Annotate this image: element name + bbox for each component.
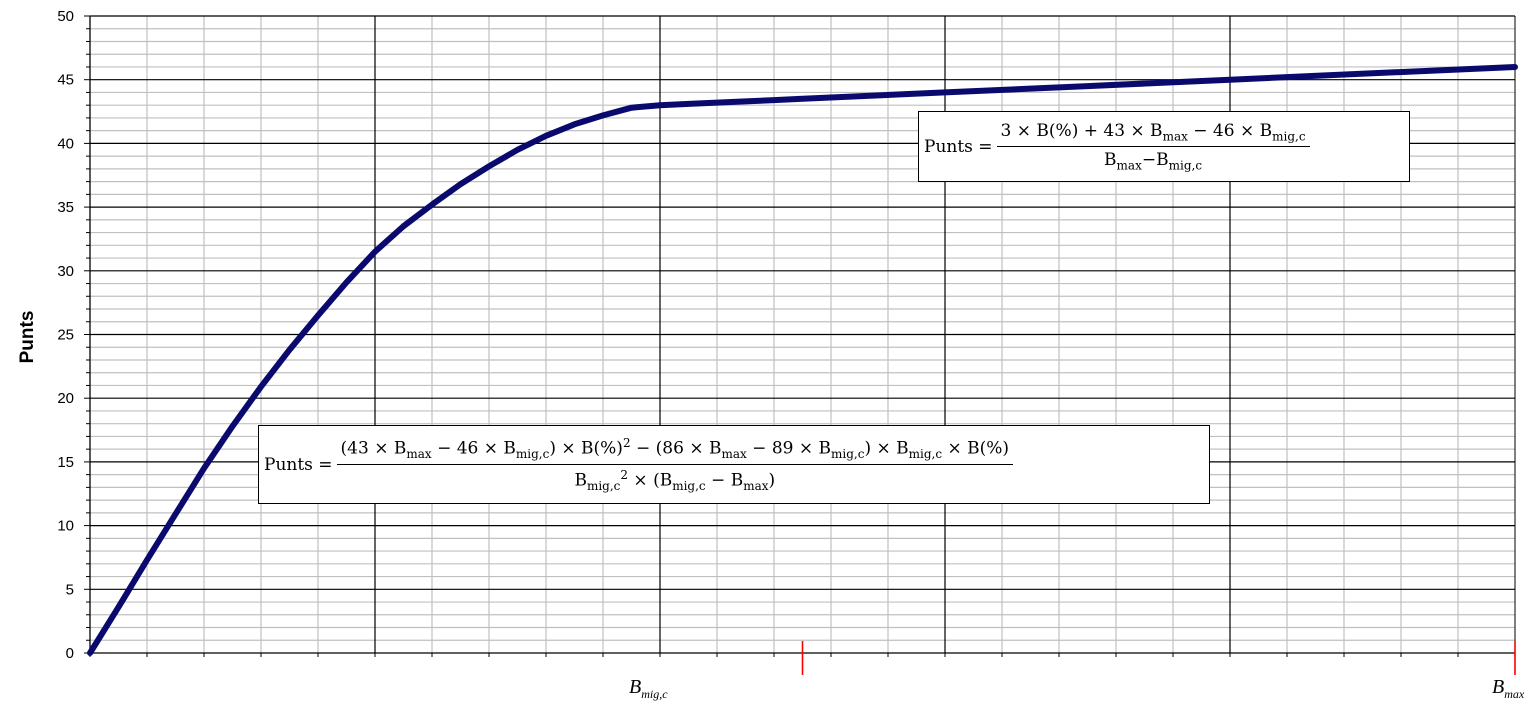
y-tick-labels: 0 5 10 15 20 25 30 35 40 45 50 [57, 8, 74, 662]
y-tick-label: 35 [57, 199, 74, 216]
equation-lower: Punts = (43 × Bmax − 46 × Bmig,c) × B(%)… [258, 425, 1210, 504]
major-grid [90, 15, 1515, 653]
equation-lhs: Punts = [924, 136, 993, 157]
eq-term: − 46 × B [1187, 120, 1273, 141]
equation-numerator: (43 × Bmax − 46 × Bmig,c) × B(%)2 − (86 … [336, 435, 1014, 465]
y-tick-label: 25 [57, 327, 74, 344]
eq-sub: mig,c [515, 447, 550, 461]
y-tick-label: 20 [57, 390, 74, 407]
series-line [87, 64, 1518, 656]
eq-sub: mig,c [586, 479, 621, 494]
eq-sup: 2 [620, 468, 629, 482]
eq-sub: mig,c [831, 447, 865, 461]
eq-term: −B [1141, 150, 1169, 170]
eq-sub: mig,c [672, 479, 706, 494]
eq-sub: max [1162, 129, 1188, 143]
eq-term: ) × B(%) [549, 438, 623, 459]
eq-term: B [1104, 150, 1117, 170]
y-tick-label: 40 [57, 135, 74, 152]
eq-sub: max [406, 447, 432, 461]
eq-term: − 89 × B [746, 438, 832, 459]
eq-sub: max [1116, 158, 1142, 173]
equation-denominator: Bmig,c2 × (Bmig,c − Bmax) [570, 465, 779, 493]
y-tick-label: 50 [57, 8, 74, 25]
eq-term: − (86 × B [630, 438, 722, 459]
eq-sub: mig,c [1272, 129, 1306, 143]
y-tick-label: 45 [57, 72, 74, 89]
equation-denominator: Bmax−Bmig,c [1100, 147, 1206, 172]
x-mark-label-main: B [1492, 676, 1505, 698]
y-tick-label: 10 [57, 518, 74, 535]
eq-sup: 2 [622, 435, 631, 450]
equation-fraction: (43 × Bmax − 46 × Bmig,c) × B(%)2 − (86 … [336, 435, 1014, 493]
x-mark-label-sub: mig,c [641, 687, 668, 701]
x-mark-label-bmigc: Bmig,c [629, 676, 668, 702]
eq-term: 3 × B(%) + 43 × B [1000, 120, 1163, 141]
x-mark-label-sub: max [1504, 687, 1525, 701]
eq-term: B [574, 470, 587, 491]
y-tick-label: 0 [66, 645, 74, 662]
y-tick-label: 30 [57, 263, 74, 280]
equation-lhs: Punts = [264, 454, 333, 475]
x-mark-label-main: B [629, 676, 642, 698]
eq-sub: mig,c [1168, 158, 1203, 173]
eq-term: ) × B [864, 438, 909, 459]
eq-sub: max [721, 447, 747, 461]
eq-term: − 46 × B [431, 438, 516, 459]
y-axis-label: Punts [17, 311, 38, 364]
y-tick-label: 15 [57, 454, 74, 471]
equation-upper: Punts = 3 × B(%) + 43 × Bmax − 46 × Bmig… [918, 111, 1410, 182]
eq-sub: mig,c [908, 447, 943, 461]
equation-fraction: 3 × B(%) + 43 × Bmax − 46 × Bmig,c Bmax−… [996, 120, 1310, 172]
equation-numerator: 3 × B(%) + 43 × Bmax − 46 × Bmig,c [996, 120, 1310, 147]
y-tick-label: 5 [66, 581, 74, 598]
x-marks [801, 641, 1516, 675]
eq-term: × (B [628, 470, 673, 491]
eq-term: − B [705, 470, 744, 491]
eq-term: (43 × B [340, 438, 407, 459]
eq-term: ) [768, 470, 776, 491]
eq-sub: max [743, 479, 769, 494]
eq-term: × B(%) [942, 438, 1010, 459]
series-layer [87, 64, 1518, 656]
x-mark-label-bmax: Bmax [1492, 676, 1524, 702]
